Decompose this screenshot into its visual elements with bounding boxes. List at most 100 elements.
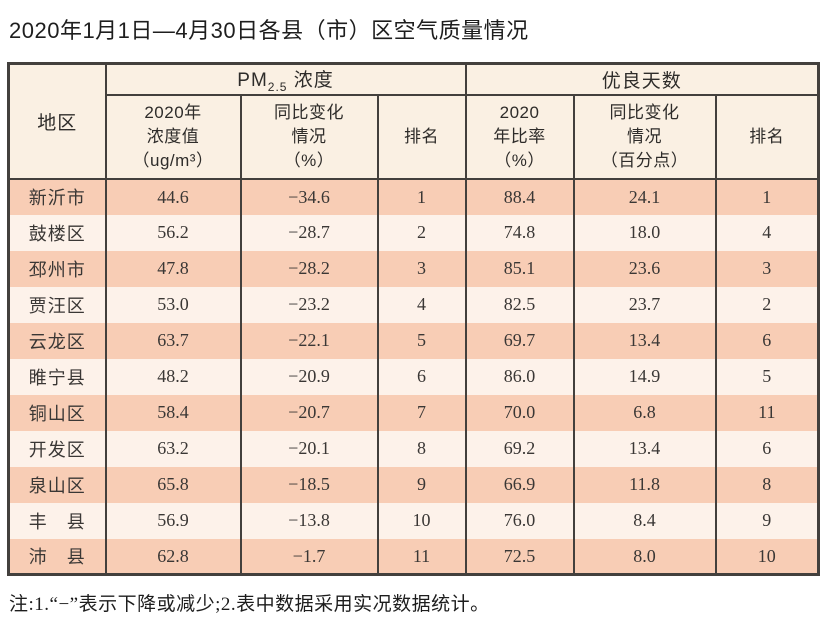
cell-good-ratio: 70.0 [464,394,575,431]
cell-pm-change: −13.8 [239,502,379,539]
table-row: 新沂市 44.6 −34.6 1 88.4 24.1 1 [7,178,820,215]
header-good-ratio: 2020 年比率 （%） [464,93,575,180]
cell-region: 邳州市 [7,250,107,287]
page-title: 2020年1月1日—4月30日各县（市）区空气质量情况 [9,18,529,43]
table-row: 邳州市 47.8 −28.2 3 85.1 23.6 3 [7,250,820,287]
cell-pm-change: −28.7 [239,214,379,251]
footnote: 注:1.“−”表示下降或减少;2.表中数据采用实况数据统计。 [9,594,490,616]
cell-pm-rank: 5 [376,322,467,359]
cell-pm-value: 58.4 [104,394,242,431]
header-pm25-group: PM2.5 浓度 [104,62,467,96]
cell-pm-value: 48.2 [104,358,242,395]
table-row: 泉山区 65.8 −18.5 9 66.9 11.8 8 [7,466,820,503]
cell-good-ratio: 69.7 [464,322,575,359]
cell-pm-rank: 9 [376,466,467,503]
cell-good-rank: 10 [714,538,820,575]
cell-pm-rank: 7 [376,394,467,431]
cell-pm-change: −18.5 [239,466,379,503]
cell-good-rank: 8 [714,466,820,503]
table-row: 睢宁县 48.2 −20.9 6 86.0 14.9 5 [7,358,820,395]
table-row: 沛 县 62.8 −1.7 11 72.5 8.0 10 [7,538,820,575]
cell-good-rank: 6 [714,322,820,359]
cell-pm-rank: 2 [376,214,467,251]
header-region: 地区 [7,62,107,180]
pm-concentration-label: 浓度 [287,70,334,91]
cell-pm-change: −20.7 [239,394,379,431]
cell-good-ratio: 72.5 [464,538,575,575]
cell-good-ratio: 86.0 [464,358,575,395]
cell-region: 沛 县 [7,538,107,575]
pm-label: PM [237,70,268,91]
cell-pm-rank: 10 [376,502,467,539]
header-good-rank: 排名 [714,93,820,180]
cell-pm-value: 63.2 [104,430,242,467]
cell-region: 开发区 [7,430,107,467]
cell-region: 鼓楼区 [7,214,107,251]
cell-region: 泉山区 [7,466,107,503]
header-pm-change: 同比变化 情况 （%） [239,93,379,180]
cell-good-change: 24.1 [572,178,717,215]
cell-region: 丰 县 [7,502,107,539]
cell-pm-change: −20.9 [239,358,379,395]
cell-good-rank: 11 [714,394,820,431]
cell-pm-rank: 4 [376,286,467,323]
cell-pm-rank: 3 [376,250,467,287]
cell-region: 新沂市 [7,178,107,215]
cell-region: 铜山区 [7,394,107,431]
cell-good-ratio: 85.1 [464,250,575,287]
cell-pm-value: 56.2 [104,214,242,251]
cell-pm-rank: 8 [376,430,467,467]
table-row: 开发区 63.2 −20.1 8 69.2 13.4 6 [7,430,820,467]
cell-good-ratio: 88.4 [464,178,575,215]
cell-good-rank: 3 [714,250,820,287]
cell-good-rank: 4 [714,214,820,251]
header-sub-row: 2020年 浓度值 （ug/m³） 同比变化 情况 （%） 排名 2020 年比… [9,93,820,180]
cell-good-change: 8.4 [572,502,717,539]
cell-good-ratio: 66.9 [464,466,575,503]
cell-pm-change: −1.7 [239,538,379,575]
cell-good-ratio: 69.2 [464,430,575,467]
table-row: 鼓楼区 56.2 −28.7 2 74.8 18.0 4 [7,214,820,251]
cell-pm-value: 56.9 [104,502,242,539]
cell-region: 睢宁县 [7,358,107,395]
cell-pm-value: 44.6 [104,178,242,215]
cell-good-change: 6.8 [572,394,717,431]
cell-pm-value: 65.8 [104,466,242,503]
table-header: 地区 PM2.5 浓度 优良天数 2020年 浓度值 （ug/m³） 同比变化 … [7,62,820,180]
table-body: 新沂市 44.6 −34.6 1 88.4 24.1 1 鼓楼区 56.2 −28.7 2 74.8 1… [7,178,820,575]
header-pm-value: 2020年 浓度值 （ug/m³） [104,93,242,180]
cell-pm-change: −28.2 [239,250,379,287]
cell-good-rank: 5 [714,358,820,395]
cell-pm-change: −20.1 [239,430,379,467]
cell-good-change: 23.7 [572,286,717,323]
cell-good-change: 11.8 [572,466,717,503]
header-good-change: 同比变化 情况 （百分点） [572,93,717,180]
table-row: 云龙区 63.7 −22.1 5 69.7 13.4 6 [7,322,820,359]
cell-good-change: 13.4 [572,430,717,467]
header-group-row: 地区 PM2.5 浓度 优良天数 [7,62,820,180]
cell-good-rank: 9 [714,502,820,539]
cell-pm-value: 62.8 [104,538,242,575]
cell-pm-change: −34.6 [239,178,379,215]
cell-pm-value: 53.0 [104,286,242,323]
cell-pm-change: −23.2 [239,286,379,323]
cell-good-change: 18.0 [572,214,717,251]
cell-pm-change: −22.1 [239,322,379,359]
cell-good-rank: 2 [714,286,820,323]
table-row: 贾汪区 53.0 −23.2 4 82.5 23.7 2 [7,286,820,323]
cell-good-ratio: 82.5 [464,286,575,323]
cell-good-change: 14.9 [572,358,717,395]
header-good-days-group: 优良天数 [464,62,820,96]
cell-pm-rank: 11 [376,538,467,575]
table-row: 铜山区 58.4 −20.7 7 70.0 6.8 11 [7,394,820,431]
cell-good-ratio: 76.0 [464,502,575,539]
cell-pm-value: 63.7 [104,322,242,359]
cell-good-rank: 1 [714,178,820,215]
cell-region: 云龙区 [7,322,107,359]
cell-pm-rank: 6 [376,358,467,395]
pm-subscript: 2.5 [267,79,288,94]
cell-pm-value: 47.8 [104,250,242,287]
cell-good-ratio: 74.8 [464,214,575,251]
table-row: 丰 县 56.9 −13.8 10 76.0 8.4 9 [7,502,820,539]
